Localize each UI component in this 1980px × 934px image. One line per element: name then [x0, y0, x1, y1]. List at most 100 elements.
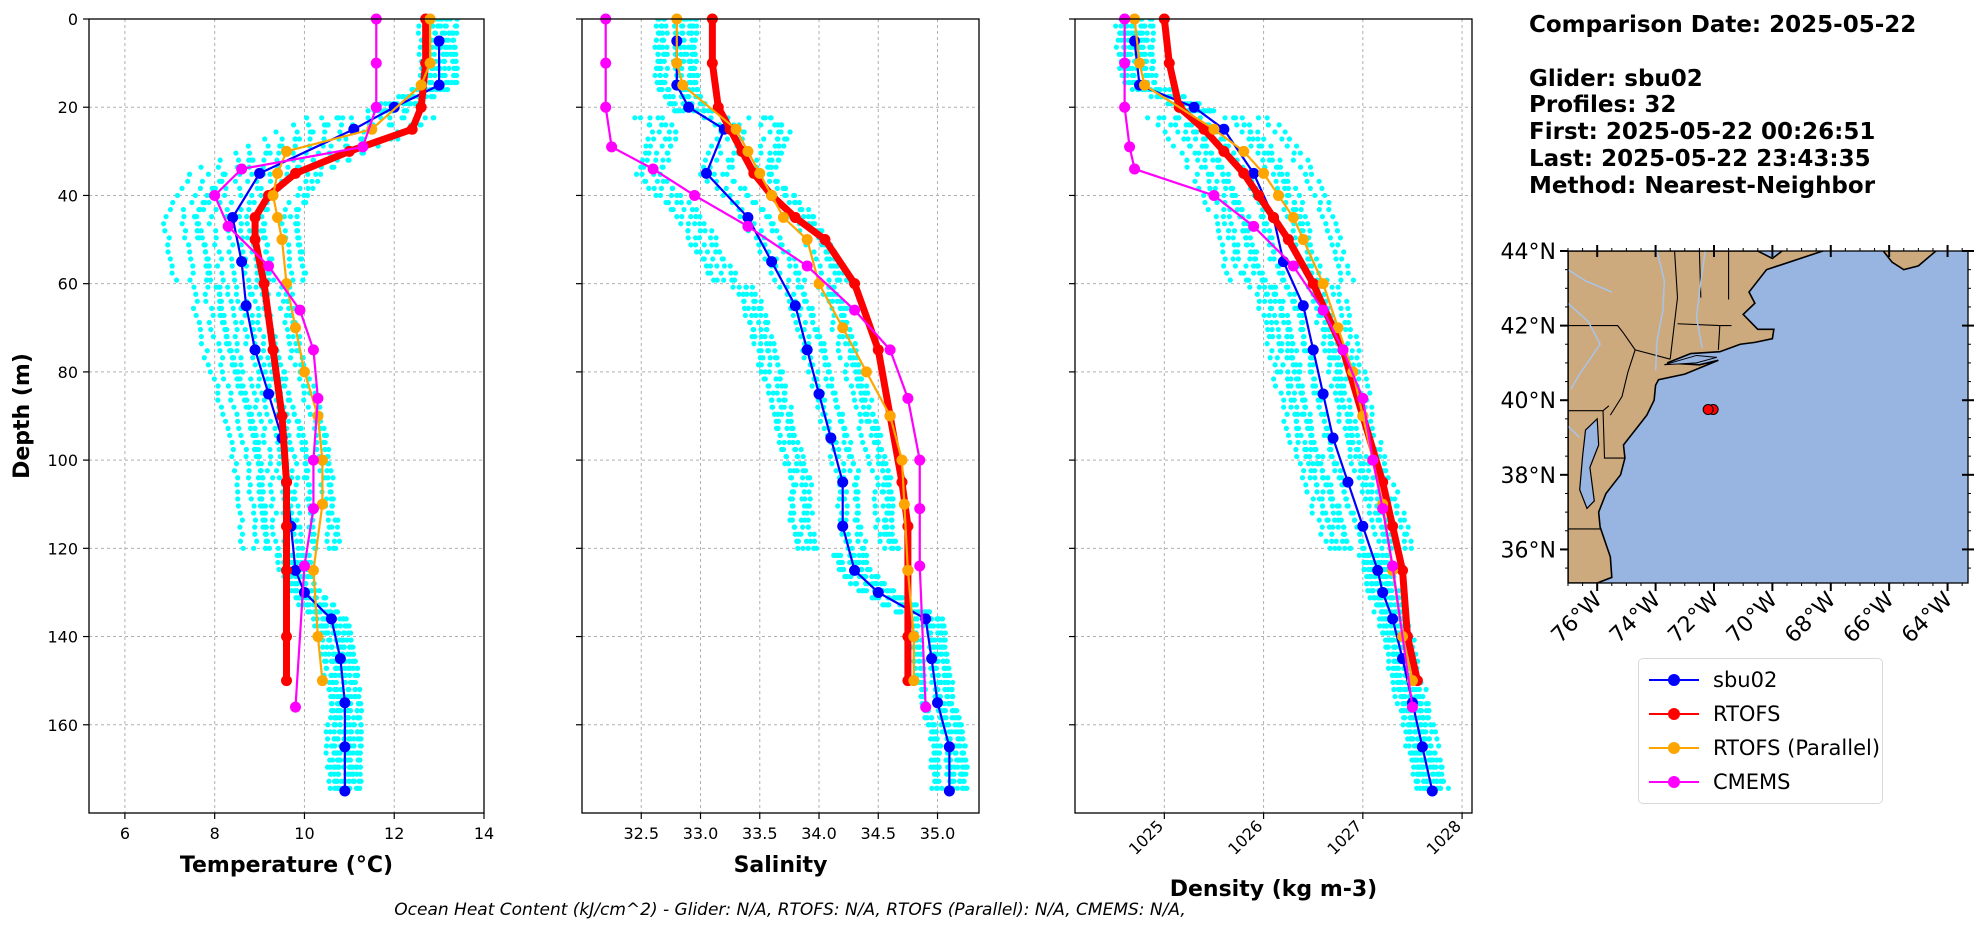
lon-label: 66°W — [1839, 587, 1900, 648]
data-point — [357, 141, 369, 153]
data-point — [1218, 123, 1230, 135]
y-tick-label: 80 — [58, 363, 78, 382]
temperature-panel: 6 8 10 12 14020406080100120140160Temperature… — [10, 10, 494, 878]
state-border — [1568, 325, 1671, 360]
river — [1568, 302, 1601, 390]
data-point — [289, 701, 301, 713]
lon-label: 64°W — [1897, 587, 1958, 648]
data-point — [1387, 613, 1399, 625]
data-point — [1297, 234, 1309, 246]
data-point — [263, 260, 275, 272]
series-line — [675, 41, 951, 791]
data-point — [1327, 432, 1339, 444]
data-point — [647, 163, 659, 175]
series-cmems — [209, 13, 382, 713]
data-point — [1124, 141, 1136, 153]
data-point — [236, 256, 248, 268]
data-point — [1208, 189, 1220, 201]
x-tick-label: 1026 — [1224, 816, 1266, 858]
data-point — [370, 57, 382, 69]
data-point — [1377, 503, 1389, 515]
data-point — [1272, 189, 1284, 201]
lon-label: 70°W — [1722, 587, 1783, 648]
data-point — [914, 454, 926, 466]
data-point — [258, 278, 270, 290]
legend-entry-rtofs-parallel: RTOFS (Parallel) — [1649, 734, 1880, 762]
glider-location-map: 44°N 42°N 40°N 38°N 36°N 76°W74°W72°W70°W68°W… — [1501, 240, 1974, 648]
y-tick-label: 0 — [68, 10, 78, 29]
river — [1568, 425, 1581, 439]
data-point — [801, 344, 813, 356]
data-point — [1238, 145, 1250, 157]
chesapeake-bay — [1579, 417, 1600, 510]
data-point — [849, 304, 861, 316]
data-point — [902, 520, 914, 532]
data-point — [370, 101, 382, 113]
state-border — [1568, 410, 1625, 459]
data-point — [689, 189, 701, 201]
data-point — [884, 344, 896, 356]
ocean-heat-content-footer: Ocean Heat Content (kJ/cm^2) - Glider: N… — [394, 900, 1186, 920]
data-point — [1387, 560, 1399, 572]
info-spacer: ​ — [1529, 39, 1916, 66]
data-point — [236, 163, 248, 175]
profile-count: Profiles: 32 — [1529, 92, 1677, 119]
data-point — [1342, 476, 1354, 488]
data-point — [600, 101, 612, 113]
data-point — [742, 212, 754, 223]
long-island-sound — [1664, 354, 1718, 366]
legend-marker-cmems — [1649, 776, 1699, 788]
river — [1654, 251, 1666, 371]
state-border — [1602, 405, 1610, 412]
data-point — [1248, 220, 1260, 232]
data-point — [872, 586, 884, 598]
data-point — [671, 57, 683, 69]
data-point — [307, 454, 319, 466]
data-point — [730, 123, 742, 135]
data-point — [339, 785, 351, 797]
y-tick-label: 120 — [47, 539, 78, 558]
x-tick-label: 32.5 — [623, 824, 659, 843]
data-point — [289, 167, 301, 179]
data-point — [272, 167, 284, 179]
data-point — [1397, 564, 1409, 576]
series-sbu- — [671, 35, 955, 797]
data-point — [1297, 300, 1309, 312]
data-point — [819, 234, 831, 246]
data-point — [789, 212, 801, 223]
data-point — [339, 697, 351, 709]
data-point — [902, 564, 914, 576]
data-point — [298, 560, 310, 572]
lat-label: 44°N — [1501, 240, 1556, 265]
data-point — [281, 631, 292, 643]
state-border — [1609, 349, 1636, 416]
axes-frame — [88, 18, 485, 814]
data-point — [813, 388, 825, 400]
data-point — [837, 520, 849, 532]
data-point — [1188, 101, 1200, 113]
data-point — [1387, 520, 1399, 532]
data-point — [325, 613, 337, 625]
data-point — [316, 454, 328, 466]
data-point — [281, 675, 292, 687]
land — [1568, 251, 1826, 583]
data-point — [896, 476, 908, 488]
data-point — [908, 675, 920, 687]
data-point — [1307, 344, 1319, 356]
data-point — [294, 304, 306, 316]
data-point — [1129, 163, 1141, 175]
data-point — [1377, 586, 1389, 598]
legend-label: sbu02 — [1713, 668, 1778, 692]
data-point — [1134, 57, 1146, 69]
data-point — [312, 631, 324, 643]
axes-frame — [581, 18, 980, 814]
data-point — [388, 101, 400, 113]
data-point — [1406, 701, 1418, 713]
lat-label: 40°N — [1501, 389, 1556, 414]
data-point — [902, 392, 914, 404]
nova-scotia — [1882, 251, 1937, 271]
y-tick-label: 160 — [47, 716, 78, 735]
data-point — [943, 741, 955, 753]
data-point — [312, 392, 324, 404]
